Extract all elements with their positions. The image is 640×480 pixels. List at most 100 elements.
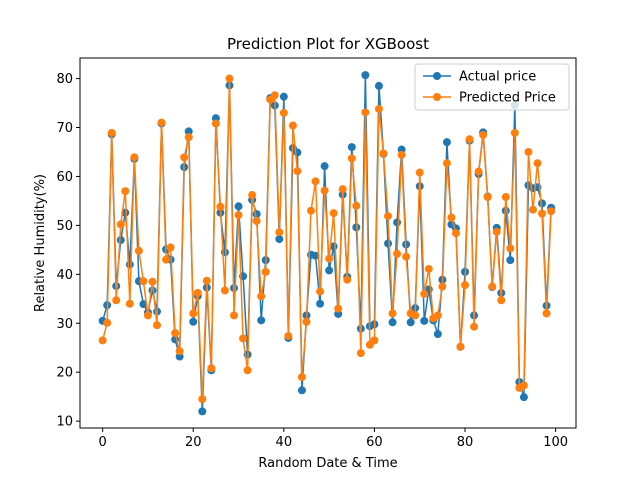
data-point bbox=[325, 255, 333, 263]
data-point bbox=[443, 159, 451, 167]
y-tick-label: 40 bbox=[56, 268, 73, 283]
data-point bbox=[538, 210, 546, 218]
data-point bbox=[244, 366, 252, 374]
data-point bbox=[126, 261, 134, 269]
data-point bbox=[325, 266, 333, 274]
data-point bbox=[475, 168, 483, 176]
data-point bbox=[452, 229, 460, 237]
data-point bbox=[148, 278, 156, 286]
data-point bbox=[298, 373, 306, 381]
data-point bbox=[139, 277, 147, 285]
data-point bbox=[130, 153, 138, 161]
data-point bbox=[416, 169, 424, 177]
data-point bbox=[543, 309, 551, 317]
data-point bbox=[384, 212, 392, 220]
data-point bbox=[524, 148, 532, 156]
data-point bbox=[280, 109, 288, 117]
data-point bbox=[194, 289, 202, 297]
data-point bbox=[348, 143, 356, 151]
data-point bbox=[470, 323, 478, 331]
data-point bbox=[497, 296, 505, 304]
data-point bbox=[112, 296, 120, 304]
data-point bbox=[117, 236, 125, 244]
x-tick-label: 100 bbox=[543, 435, 568, 450]
data-point bbox=[370, 336, 378, 344]
data-point bbox=[488, 283, 496, 291]
data-point bbox=[198, 395, 206, 403]
data-point bbox=[302, 318, 310, 326]
data-point bbox=[257, 316, 265, 324]
data-point bbox=[235, 202, 243, 210]
data-point bbox=[420, 317, 428, 325]
data-point bbox=[493, 228, 501, 236]
legend-marker bbox=[433, 72, 441, 80]
data-point bbox=[461, 281, 469, 289]
data-point bbox=[443, 138, 451, 146]
data-point bbox=[484, 193, 492, 201]
data-point bbox=[520, 393, 528, 401]
x-tick-label: 80 bbox=[457, 435, 474, 450]
data-point bbox=[280, 93, 288, 101]
data-point bbox=[203, 277, 211, 285]
data-point bbox=[248, 191, 256, 199]
data-point bbox=[216, 203, 224, 211]
data-point bbox=[361, 71, 369, 79]
data-point bbox=[343, 276, 351, 284]
data-point bbox=[379, 149, 387, 157]
data-point bbox=[357, 349, 365, 357]
data-point bbox=[262, 268, 270, 276]
y-tick-label: 20 bbox=[56, 366, 73, 381]
legend-label: Predicted Price bbox=[459, 91, 556, 106]
data-point bbox=[185, 133, 193, 141]
data-point bbox=[235, 211, 243, 219]
data-point bbox=[253, 217, 261, 225]
chart-title: Prediction Plot for XGBoost bbox=[227, 35, 429, 53]
data-point bbox=[352, 202, 360, 210]
data-point bbox=[389, 318, 397, 326]
x-tick-label: 40 bbox=[276, 435, 293, 450]
data-point bbox=[398, 151, 406, 159]
data-point bbox=[293, 167, 301, 175]
data-point bbox=[321, 162, 329, 170]
data-point bbox=[534, 159, 542, 167]
data-point bbox=[162, 256, 170, 264]
data-point bbox=[375, 105, 383, 113]
x-tick-label: 60 bbox=[366, 435, 383, 450]
data-point bbox=[117, 220, 125, 228]
data-point bbox=[207, 364, 215, 372]
data-point bbox=[121, 187, 129, 195]
data-point bbox=[447, 214, 455, 222]
data-point bbox=[189, 318, 197, 326]
data-point bbox=[330, 209, 338, 217]
data-point bbox=[339, 185, 347, 193]
data-point bbox=[284, 332, 292, 340]
data-point bbox=[153, 321, 161, 329]
data-point bbox=[230, 311, 238, 319]
data-point bbox=[289, 122, 297, 130]
y-tick-label: 60 bbox=[56, 170, 73, 185]
data-point bbox=[103, 319, 111, 327]
data-point bbox=[158, 119, 166, 127]
y-tick-label: 80 bbox=[56, 72, 73, 87]
data-point bbox=[275, 235, 283, 243]
data-point bbox=[176, 347, 184, 355]
data-point bbox=[375, 82, 383, 90]
y-tick-label: 50 bbox=[56, 219, 73, 234]
data-point bbox=[239, 334, 247, 342]
data-point bbox=[167, 243, 175, 251]
y-tick-label: 10 bbox=[56, 415, 73, 430]
data-point bbox=[384, 239, 392, 247]
data-point bbox=[506, 244, 514, 252]
data-point bbox=[221, 286, 229, 294]
data-point bbox=[257, 292, 265, 300]
data-point bbox=[135, 247, 143, 255]
y-tick-label: 70 bbox=[56, 121, 73, 136]
data-point bbox=[108, 129, 116, 137]
y-tick-label: 30 bbox=[56, 317, 73, 332]
data-point bbox=[434, 330, 442, 338]
data-point bbox=[547, 207, 555, 215]
x-tick-label: 20 bbox=[185, 435, 202, 450]
data-point bbox=[425, 265, 433, 273]
data-point bbox=[361, 108, 369, 116]
